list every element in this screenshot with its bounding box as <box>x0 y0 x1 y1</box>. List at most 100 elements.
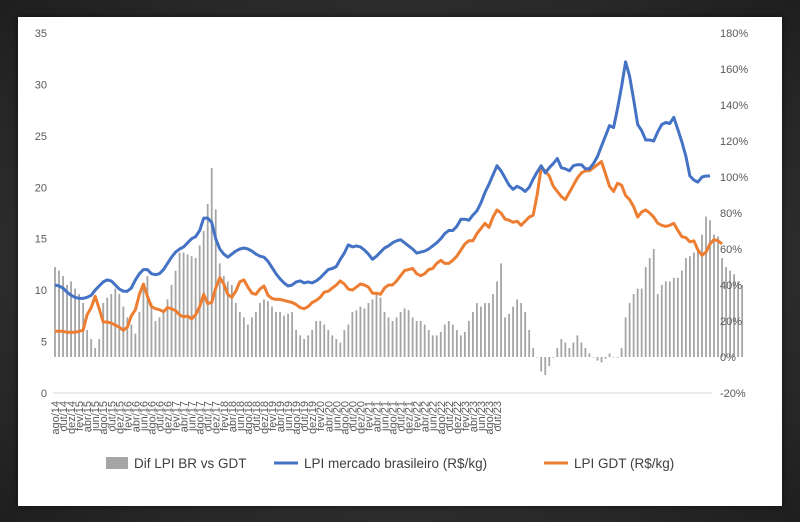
dif-bar <box>158 317 161 357</box>
dif-bar <box>190 256 193 357</box>
dif-bar <box>142 285 145 357</box>
dif-bars-series <box>54 168 744 375</box>
dif-bar <box>238 312 241 357</box>
x-axis-tick-label: ago/14 <box>50 401 62 435</box>
x-axis-tick-label: fev/16 <box>122 401 134 431</box>
x-axis-tick-label: ago/20 <box>339 401 351 435</box>
dif-bar <box>387 317 390 357</box>
right-axis: -20% 0% 20% 40% 60% 80% 100% 120% 140% 160% 180% <box>720 28 748 400</box>
x-axis-tick-label: ago/16 <box>146 401 158 435</box>
dif-bar <box>251 317 253 357</box>
left-axis: 0 5 10 15 20 25 30 35 <box>35 28 47 400</box>
dif-bar <box>311 330 314 357</box>
dif-bar <box>455 330 458 357</box>
dif-bar <box>467 321 470 357</box>
dif-bar <box>303 339 306 357</box>
dif-bar <box>697 250 699 357</box>
dif-bar <box>246 324 249 357</box>
x-axis-tick-label: abr/17 <box>179 401 191 432</box>
x-axis-tick-label: dez/14 <box>66 401 78 434</box>
left-axis-tick-label: 20 <box>35 182 47 194</box>
dif-bar <box>532 348 535 357</box>
dif-bar <box>628 303 631 357</box>
dif-bar <box>411 317 414 357</box>
x-axis-tick-label: out/22 <box>444 401 456 432</box>
dif-bar <box>395 317 398 357</box>
x-axis: ago/14out/14dez/14fev/15abr/15jun/15ago/… <box>50 401 504 435</box>
legend-label: Dif LPI BR vs GDT <box>134 456 247 471</box>
dif-bar <box>130 324 133 357</box>
dif-bar <box>733 274 736 357</box>
legend-label: LPI GDT (R$/kg) <box>574 456 674 471</box>
dif-bar <box>319 321 322 357</box>
dif-bar <box>500 263 502 357</box>
left-axis-tick-label: 35 <box>35 28 47 40</box>
lpi-gdt-series <box>55 160 724 334</box>
dif-bar <box>242 317 245 357</box>
dif-bar <box>664 281 667 357</box>
right-axis-tick-label: 80% <box>720 208 742 220</box>
chart-card: 0 5 10 15 20 25 30 35 -20% 0% 20% 40% 60% 80% 100% 120… <box>18 17 782 506</box>
x-axis-tick-label: jun/17 <box>187 401 199 432</box>
x-axis-tick-label: ago/17 <box>195 401 207 435</box>
dif-bar <box>709 220 711 357</box>
right-axis-tick-label: 160% <box>720 64 748 76</box>
dif-bar <box>476 303 478 357</box>
dif-bar <box>122 306 125 357</box>
dif-bar <box>90 339 93 357</box>
dif-bar <box>367 303 370 357</box>
left-axis-tick-label: 15 <box>35 234 47 246</box>
dif-bar <box>279 312 281 357</box>
right-axis-tick-label: 0% <box>720 352 736 364</box>
dif-bar <box>339 342 342 357</box>
dif-bar <box>355 310 358 357</box>
dif-bar <box>556 348 559 357</box>
dif-bar <box>198 245 201 357</box>
left-axis-tick-label: 5 <box>41 337 47 349</box>
dif-bar <box>54 267 56 357</box>
x-axis-tick-label: ago/19 <box>291 401 303 435</box>
dif-bar <box>407 310 410 357</box>
x-axis-tick-label: fev/19 <box>267 401 279 431</box>
dif-bar <box>596 357 599 361</box>
dif-bar <box>508 313 510 357</box>
dif-bar <box>427 330 430 357</box>
dif-bar <box>725 267 727 357</box>
dif-bar <box>299 335 302 357</box>
dif-bar <box>423 324 426 357</box>
dif-bar <box>166 299 169 357</box>
x-axis-tick-label: dez/21 <box>404 401 416 434</box>
dif-bar <box>271 306 273 357</box>
x-axis-tick-label: out/14 <box>58 401 70 432</box>
x-axis-tick-label: jun/23 <box>476 401 488 432</box>
dif-bar <box>170 285 173 357</box>
dif-bar <box>672 277 675 357</box>
dif-bar <box>295 330 298 357</box>
dif-bar <box>259 303 261 357</box>
dif-bar <box>182 252 185 357</box>
dif-bar <box>552 357 555 358</box>
dif-bar <box>701 234 703 357</box>
dif-bar <box>636 288 639 357</box>
dif-bar <box>371 299 374 357</box>
dif-bar <box>705 216 707 357</box>
x-axis-tick-label: out/19 <box>299 401 311 432</box>
right-axis-tick-label: 140% <box>720 100 748 112</box>
x-axis-tick-label: fev/15 <box>74 401 86 431</box>
dif-bar <box>315 321 318 357</box>
dif-bar <box>375 294 378 357</box>
right-axis-tick-label: 40% <box>720 280 742 292</box>
dif-bar <box>347 324 350 357</box>
dif-bar <box>435 335 438 357</box>
x-axis-tick-label: dez/20 <box>355 401 367 434</box>
dif-bar <box>110 294 113 357</box>
x-axis-tick-label: abr/16 <box>130 401 142 432</box>
x-axis-tick-label: abr/22 <box>420 401 432 432</box>
x-axis-tick-label: out/20 <box>347 401 359 432</box>
x-axis-tick-label: jun/21 <box>380 401 392 432</box>
dif-bar <box>632 294 635 357</box>
dif-bar <box>540 357 543 372</box>
x-axis-tick-label: abr/20 <box>323 401 335 432</box>
dif-bar <box>689 256 691 357</box>
x-axis-tick-label: ago/21 <box>388 401 400 435</box>
